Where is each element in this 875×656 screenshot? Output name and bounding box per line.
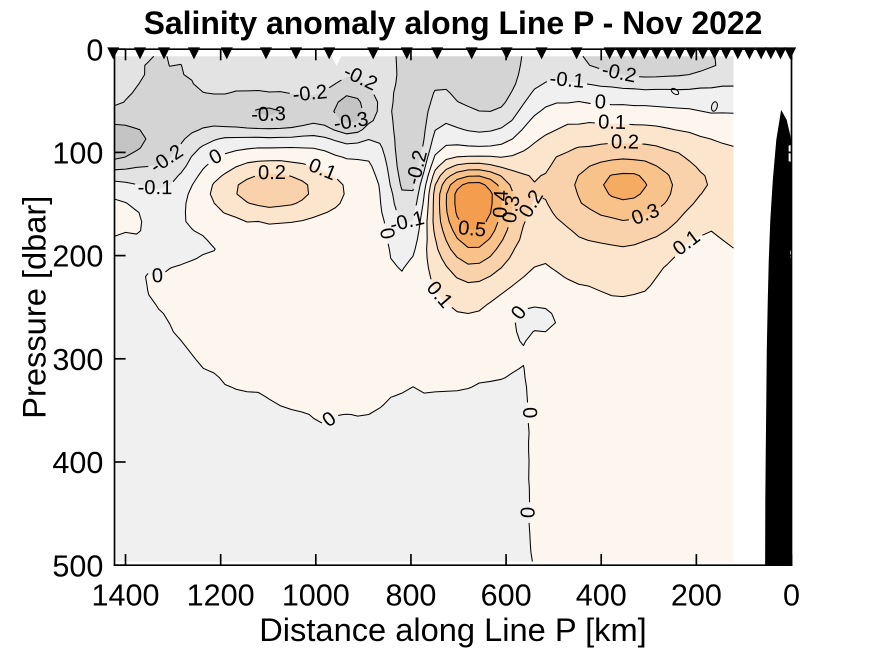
svg-text:0.1: 0.1 bbox=[598, 111, 626, 134]
svg-text:-0.2: -0.2 bbox=[292, 81, 329, 106]
svg-text:-0.3: -0.3 bbox=[251, 103, 286, 126]
svg-text:Distance along Line P [km]: Distance along Line P [km] bbox=[259, 611, 647, 648]
svg-text:1400: 1400 bbox=[92, 578, 160, 612]
svg-text:0: 0 bbox=[594, 91, 606, 113]
svg-text:Salinity anomaly along Line P: Salinity anomaly along Line P - Nov 2022 bbox=[144, 5, 763, 41]
svg-text:Pressure [dbar]: Pressure [dbar] bbox=[16, 196, 53, 419]
svg-text:0: 0 bbox=[86, 33, 103, 67]
svg-text:400: 400 bbox=[52, 446, 103, 480]
svg-text:200: 200 bbox=[671, 578, 722, 612]
svg-text:0.4: 0.4 bbox=[490, 189, 513, 218]
svg-text:200: 200 bbox=[52, 240, 103, 274]
svg-text:300: 300 bbox=[52, 343, 103, 377]
svg-text:0.2: 0.2 bbox=[611, 131, 639, 153]
svg-text:0: 0 bbox=[517, 506, 540, 518]
svg-text:-0.1: -0.1 bbox=[549, 68, 586, 93]
svg-text:400: 400 bbox=[576, 578, 627, 612]
svg-text:0.3: 0.3 bbox=[499, 194, 525, 225]
svg-text:800: 800 bbox=[385, 578, 436, 612]
svg-text:1000: 1000 bbox=[282, 578, 350, 612]
svg-text:100: 100 bbox=[52, 136, 103, 170]
svg-text:500: 500 bbox=[52, 549, 103, 583]
svg-text:0: 0 bbox=[783, 578, 800, 612]
svg-text:0.2: 0.2 bbox=[258, 162, 286, 184]
svg-text:600: 600 bbox=[481, 578, 532, 612]
svg-text:0: 0 bbox=[151, 265, 163, 288]
svg-text:1200: 1200 bbox=[187, 578, 255, 612]
svg-text:0: 0 bbox=[375, 226, 399, 241]
svg-text:0: 0 bbox=[518, 406, 541, 419]
svg-text:-0.1: -0.1 bbox=[138, 177, 173, 199]
svg-text:0.5: 0.5 bbox=[457, 217, 487, 242]
